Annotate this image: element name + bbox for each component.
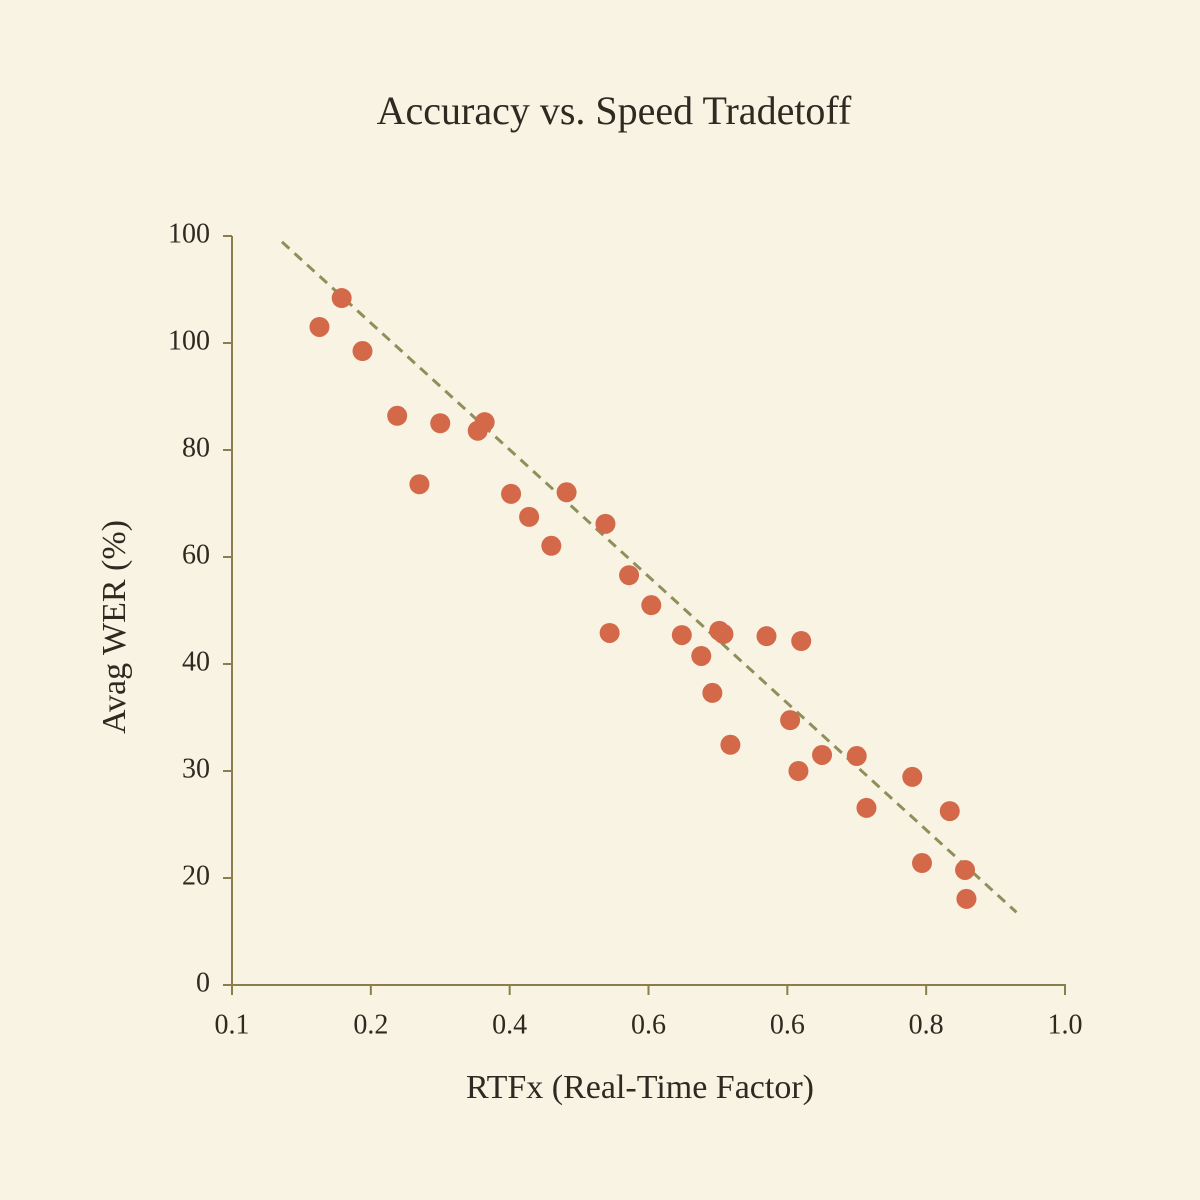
- point: [713, 624, 734, 645]
- trend-line: [280, 240, 1018, 914]
- y-tick-label: 40: [182, 646, 210, 677]
- point: [702, 682, 723, 703]
- point: [331, 288, 352, 309]
- y-tick-label: 60: [182, 539, 210, 570]
- point: [956, 888, 977, 909]
- y-tick-label: 100: [168, 218, 210, 249]
- point: [501, 483, 522, 504]
- chart-title: Accuracy vs. Speed Tradetoff: [377, 88, 852, 133]
- point: [430, 413, 451, 434]
- y-tick-label: 30: [182, 753, 210, 784]
- point: [756, 626, 777, 647]
- x-axis-label: RTFx (Real-Time Factor): [466, 1069, 814, 1106]
- point: [912, 853, 933, 874]
- point: [939, 801, 960, 822]
- point: [352, 341, 373, 362]
- x-tick-label: 0.2: [353, 1009, 388, 1040]
- point: [955, 859, 976, 880]
- x-tick-label: 0.6: [770, 1009, 805, 1040]
- point: [671, 625, 692, 646]
- y-tick-label: 100: [168, 325, 210, 356]
- y-axis-label: Avag WER (%): [96, 520, 133, 734]
- point: [474, 412, 495, 433]
- point: [788, 761, 809, 781]
- point: [519, 506, 540, 527]
- point: [599, 622, 620, 643]
- y-tick-label: 20: [182, 860, 210, 891]
- point: [780, 710, 801, 731]
- x-tick-label: 0.6: [631, 1009, 666, 1040]
- point: [387, 405, 408, 426]
- point: [541, 535, 562, 556]
- y-tick-label: 80: [182, 432, 210, 463]
- point: [791, 630, 812, 651]
- point: [902, 766, 923, 787]
- x-tick-label: 1.0: [1048, 1009, 1083, 1040]
- point: [856, 797, 877, 818]
- y-tick-label: 0: [196, 967, 210, 998]
- x-tick-label: 0.4: [492, 1009, 527, 1040]
- point: [556, 482, 577, 503]
- point: [812, 744, 833, 765]
- point: [691, 645, 712, 666]
- point: [641, 595, 662, 616]
- point: [619, 565, 640, 586]
- point: [846, 746, 867, 767]
- point: [309, 316, 330, 337]
- point: [595, 513, 616, 534]
- point: [409, 474, 430, 495]
- point: [720, 734, 741, 755]
- x-tick-label: 0.1: [215, 1009, 250, 1040]
- x-tick-label: 0.8: [909, 1009, 944, 1040]
